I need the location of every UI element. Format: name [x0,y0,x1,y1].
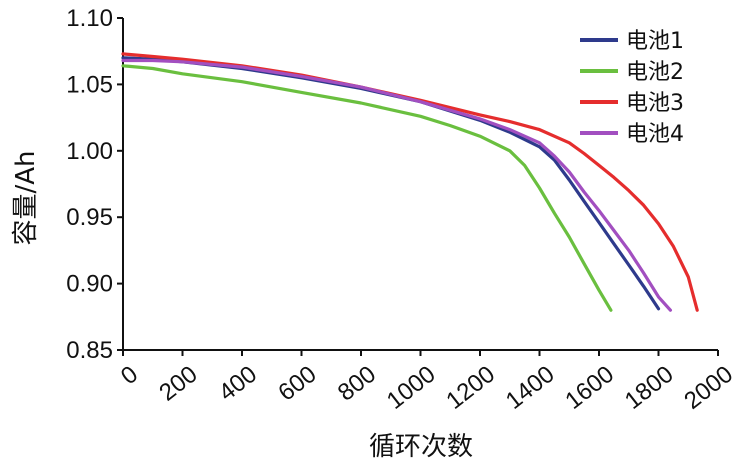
x-tick-label: 2000 [679,361,738,415]
x-tick-label: 400 [214,361,262,407]
y-tick-label: 0.85 [66,337,113,364]
y-tick-label: 0.90 [66,271,113,298]
x-tick-label: 1000 [382,361,441,415]
y-tick-label: 1.00 [66,138,113,165]
y-tick-label: 1.10 [66,5,113,32]
x-tick-label: 1400 [501,361,560,415]
series-line-3 [121,52,699,312]
x-tick-label: 1600 [560,361,619,415]
x-axis-label: 循环次数 [369,432,473,462]
legend-label-1: 电池1 [626,29,684,54]
x-tick-label: 1800 [620,361,679,415]
x-tick-label: 0 [116,361,143,391]
x-tick-label: 1200 [441,361,500,415]
y-axis-label: 容量/Ah [11,150,41,245]
y-tick-label: 1.05 [66,71,113,98]
series-line-4 [121,58,673,312]
chart-series-group [121,52,699,312]
x-tick-label: 200 [154,361,202,407]
chart-legend: 电池1 电池2 电池3 电池4 [580,29,684,147]
legend-label-2: 电池2 [626,60,684,85]
x-tick-label: 600 [273,361,321,407]
y-tick-label: 0.95 [66,204,113,231]
legend-label-3: 电池3 [626,91,684,116]
x-tick-label: 800 [333,361,381,407]
legend-label-4: 电池4 [626,122,684,147]
series-line-2 [121,64,613,312]
